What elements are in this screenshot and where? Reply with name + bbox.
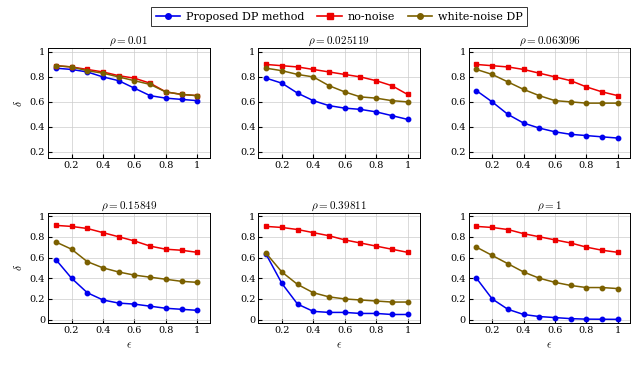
Title: $\rho = 0.15849$: $\rho = 0.15849$ xyxy=(100,200,157,213)
X-axis label: $\epsilon$: $\epsilon$ xyxy=(336,340,342,350)
Title: $\rho = 0.01$: $\rho = 0.01$ xyxy=(109,35,148,48)
X-axis label: $\epsilon$: $\epsilon$ xyxy=(547,340,552,350)
X-axis label: $\epsilon$: $\epsilon$ xyxy=(126,340,132,350)
Legend: Proposed DP method, no-noise, white-noise DP: Proposed DP method, no-noise, white-nois… xyxy=(151,7,527,26)
Y-axis label: $\delta$: $\delta$ xyxy=(12,264,24,272)
Title: $\rho = 0.063096$: $\rho = 0.063096$ xyxy=(518,35,580,48)
Title: $\rho = 1$: $\rho = 1$ xyxy=(537,200,562,213)
Y-axis label: $\delta$: $\delta$ xyxy=(12,99,24,107)
Title: $\rho = 0.025119$: $\rho = 0.025119$ xyxy=(308,35,370,48)
Title: $\rho = 0.39811$: $\rho = 0.39811$ xyxy=(311,200,367,213)
